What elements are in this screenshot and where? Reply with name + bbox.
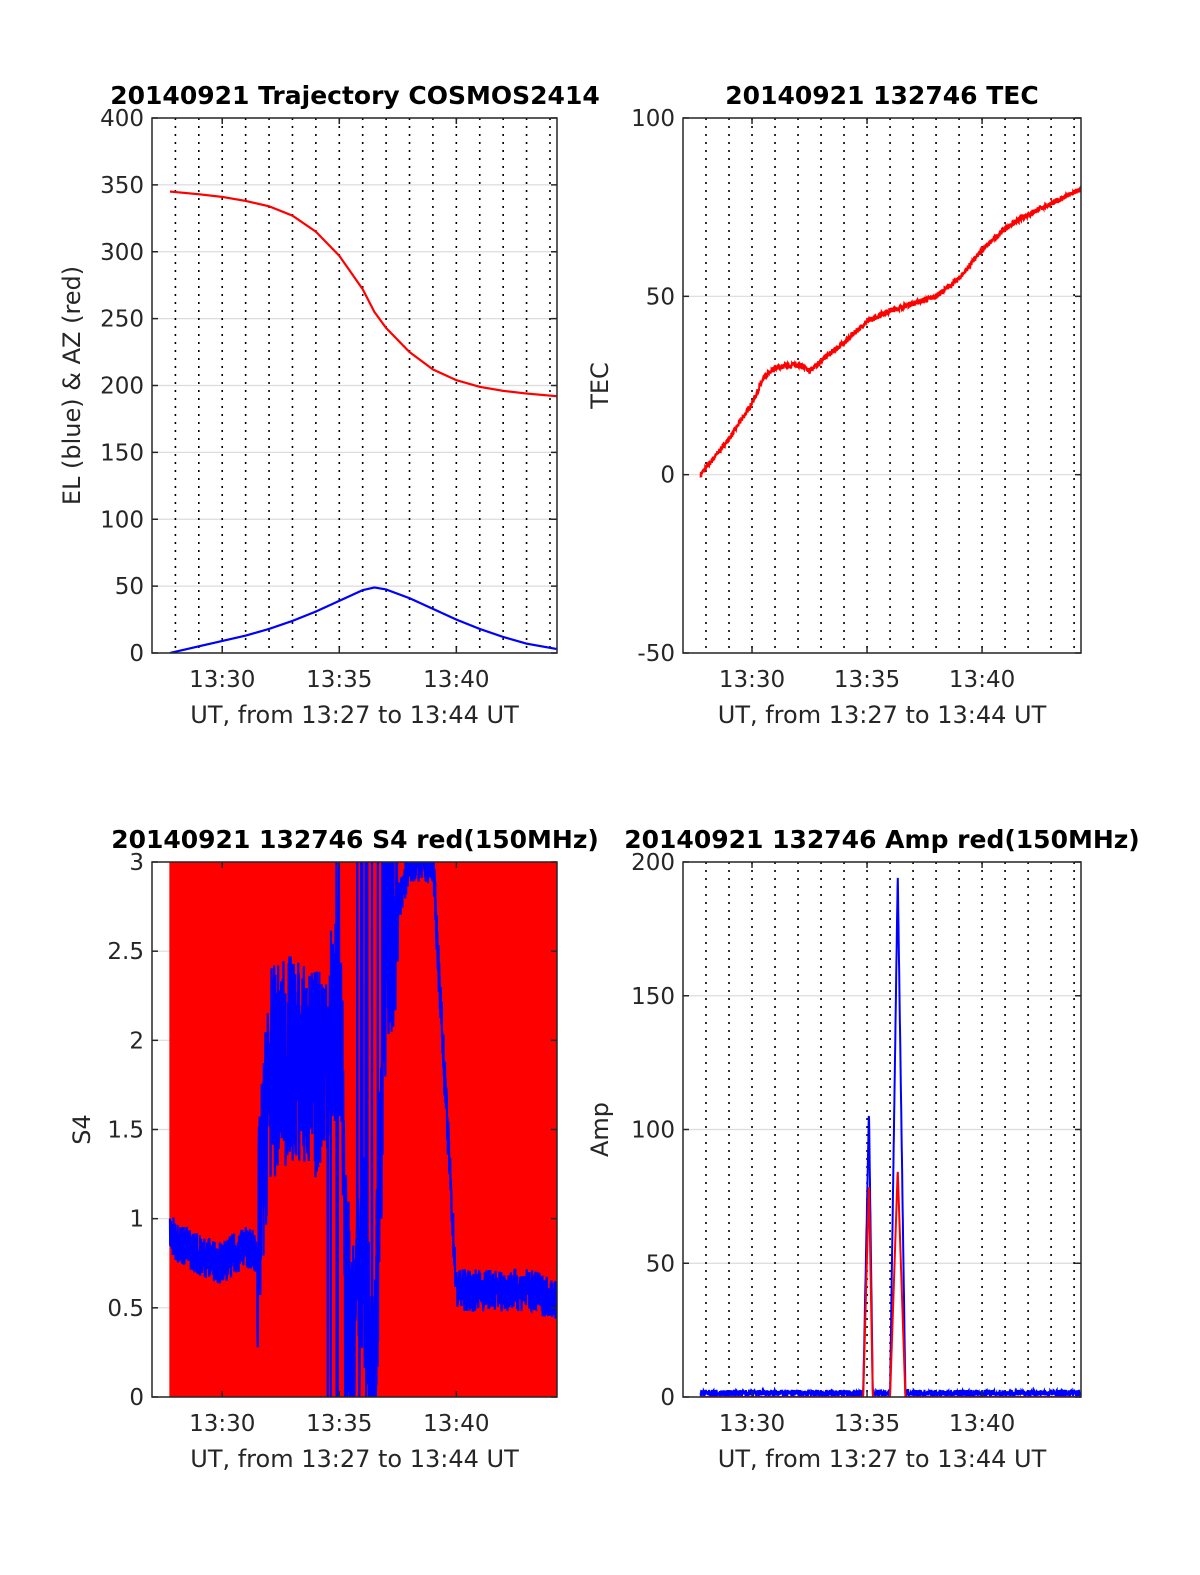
x-tick-label: 13:40 [949,667,1015,693]
y-axis-label: S4 [68,1114,96,1145]
y-axis-label: EL (blue) & AZ (red) [58,266,86,505]
s4-red-series [169,862,557,1397]
y-tick-label: 50 [115,574,144,600]
tec-red-series [699,184,1081,478]
amp-red-series [700,1171,1081,1397]
y-tick-label: 50 [646,1251,675,1277]
y-tick-label: 0.5 [107,1296,144,1322]
y-tick-label: 350 [100,173,144,199]
y-tick-label: 100 [631,106,675,132]
x-tick-label: 13:40 [949,1411,1015,1437]
x-tick-label: 13:30 [719,667,785,693]
y-tick-label: 200 [631,850,675,876]
y-tick-label: -50 [637,641,675,667]
y-tick-label: 250 [100,307,144,333]
y-tick-label: 0 [129,1385,144,1411]
y-tick-label: 0 [129,641,144,667]
x-tick-label: 13:35 [306,667,372,693]
y-tick-label: 150 [631,984,675,1010]
x-tick-label: 13:30 [189,667,255,693]
x-tick-label: 13:30 [719,1411,785,1437]
x-tick-label: 13:35 [834,1411,900,1437]
traj-el-series [169,586,557,653]
x-axis-label: UT, from 13:27 to 13:44 UT [190,701,519,729]
panel-s4: 0 0.5 1 1.5 2 2.5 3 13:30 13:35 13:40 20140921 132… [68,825,599,1473]
y-axis-label: TEC [586,362,614,410]
y-tick-label: 1 [129,1207,144,1233]
x-tick-label: 13:40 [423,667,489,693]
x-tick-label: 13:35 [834,667,900,693]
y-tick-label: 300 [100,240,144,266]
x-tick-label: 13:40 [423,1411,489,1437]
y-tick-label: 0 [660,463,675,489]
y-tick-label: 2.5 [107,939,144,965]
y-tick-label: 150 [100,440,144,466]
y-tick-label: 100 [631,1118,675,1144]
x-axis-label: UT, from 13:27 to 13:44 UT [718,701,1047,729]
amp-blue-series [699,877,1081,1397]
y-tick-label: 100 [100,507,144,533]
traj-az-series [169,190,557,398]
y-tick-label: 1.5 [107,1118,144,1144]
y-axis-label: Amp [586,1102,614,1157]
x-axis-label: UT, from 13:27 to 13:44 UT [718,1445,1047,1473]
y-tick-label: 200 [100,374,144,400]
x-tick-label: 13:35 [306,1411,372,1437]
chart-title: 20140921 132746 TEC [725,81,1038,110]
x-tick-label: 13:30 [189,1411,255,1437]
y-tick-label: 400 [100,106,144,132]
chart-title: 20140921 132746 Amp red(150MHz) [624,825,1140,854]
axes-box [682,117,1082,654]
y-tick-label: 50 [646,284,675,310]
s4-blue-series [168,862,557,1397]
y-tick-label: 3 [129,850,144,876]
panel-amp: 0 50 100 150 200 13:30 13:35 13:40 20140921 1327… [586,825,1140,1473]
y-tick-label: 0 [660,1385,675,1411]
chart-title: 20140921 132746 S4 red(150MHz) [111,825,599,854]
x-axis-label: UT, from 13:27 to 13:44 UT [190,1445,519,1473]
chart-title: 20140921 Trajectory COSMOS2414 [110,81,600,110]
y-tick-label: 2 [129,1028,144,1054]
panel-tec: -50 0 50 100 13:30 13:35 13:40 20140921 132746 … [586,81,1082,729]
panel-trajectory: 0 50 100 150 200 250 300 350 400 13:30 13:35 13:40 2… [58,81,600,729]
